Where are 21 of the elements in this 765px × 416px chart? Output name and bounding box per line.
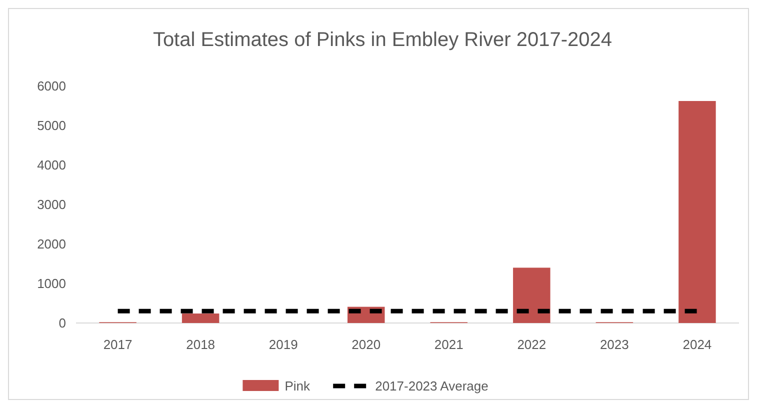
bar (182, 314, 220, 323)
x-tick-label: 2018 (186, 337, 216, 352)
bar (513, 268, 550, 323)
x-tick-label: 2024 (682, 337, 712, 352)
y-tick-label: 1000 (37, 276, 66, 292)
x-tick-label: 2022 (517, 337, 546, 352)
x-tick-label: 2023 (600, 337, 629, 352)
y-tick-label: 4000 (37, 158, 66, 173)
legend-label: Pink (284, 378, 310, 394)
y-tick-label: 2000 (37, 236, 66, 252)
y-tick-label: 3000 (37, 197, 66, 212)
x-tick-label: 2017 (103, 337, 132, 352)
x-tick-label: 2021 (434, 337, 464, 352)
legend-label: 2017-2023 Average (375, 378, 488, 394)
bar (678, 101, 716, 323)
chart-title: Total Estimates of Pinks in Embley River 2017-2024 (152, 29, 612, 51)
x-tick-label: 2020 (352, 337, 381, 352)
y-tick-label: 0 (58, 316, 66, 331)
y-tick-label: 5000 (37, 118, 66, 134)
y-tick-label: 6000 (37, 78, 66, 94)
x-tick-label: 2019 (268, 337, 298, 352)
